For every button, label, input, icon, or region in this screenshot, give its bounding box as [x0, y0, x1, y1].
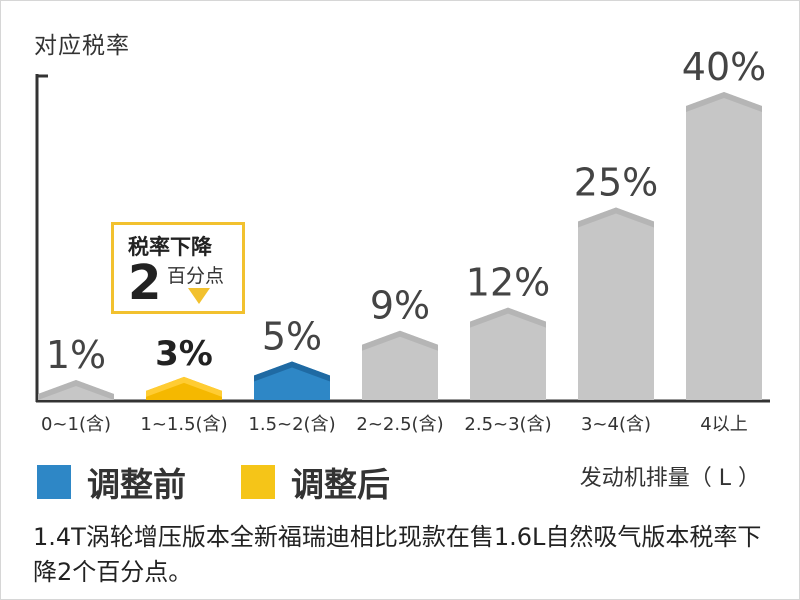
bar-roof	[38, 380, 114, 400]
bar-roof	[578, 207, 654, 228]
bar-roof	[470, 307, 546, 328]
bar-roof	[254, 361, 330, 382]
bar	[470, 307, 546, 400]
x-tick-label: 2.5~3(含)	[464, 414, 551, 435]
bar	[686, 92, 762, 400]
bar-value-label: 25%	[574, 161, 658, 205]
x-axis-label: 发动机排量（ L ）	[579, 466, 760, 491]
x-tick-label: 4以上	[700, 414, 747, 435]
x-tick-label: 1~1.5(含)	[140, 414, 227, 435]
bar-value-label: 40%	[682, 45, 766, 89]
bar	[578, 207, 654, 400]
rate-drop-callout: 税率下降 2 百分点	[111, 222, 245, 314]
caption: 1.4T涡轮增压版本全新福瑞迪相比现款在售1.6L自然吸气版本税率下降2个百分点…	[33, 523, 762, 586]
bar-value-label: 1%	[46, 333, 106, 377]
callout-unit: 百分点	[167, 265, 225, 287]
bar	[38, 380, 114, 400]
x-tick-label: 0~1(含)	[41, 414, 111, 435]
down-arrow-icon	[188, 288, 210, 304]
y-axis-label: 对应税率	[34, 33, 130, 59]
legend-swatch-before	[37, 465, 71, 499]
bar-value-label: 12%	[466, 261, 550, 305]
bar-value-label: 5%	[262, 315, 322, 359]
legend-label-after: 调整后	[291, 465, 390, 504]
bar	[146, 376, 222, 400]
bar-value-label: 9%	[370, 284, 430, 328]
bar	[362, 330, 438, 400]
legend-label-before: 调整前	[87, 465, 186, 504]
callout-number: 2	[128, 255, 162, 311]
legend-item-before: 调整前	[37, 458, 186, 506]
callout-title: 税率下降	[128, 235, 212, 259]
legend-item-after: 调整后	[241, 458, 390, 506]
bar-roof	[146, 376, 222, 397]
bar-value-label: 3%	[155, 334, 213, 374]
x-tick-label: 2~2.5(含)	[356, 414, 443, 435]
legend-swatch-after	[241, 465, 275, 499]
x-tick-label: 3~4(含)	[581, 414, 651, 435]
bar-roof	[362, 330, 438, 351]
bar-roof	[686, 92, 762, 112]
x-tick-label: 1.5~2(含)	[248, 414, 335, 435]
